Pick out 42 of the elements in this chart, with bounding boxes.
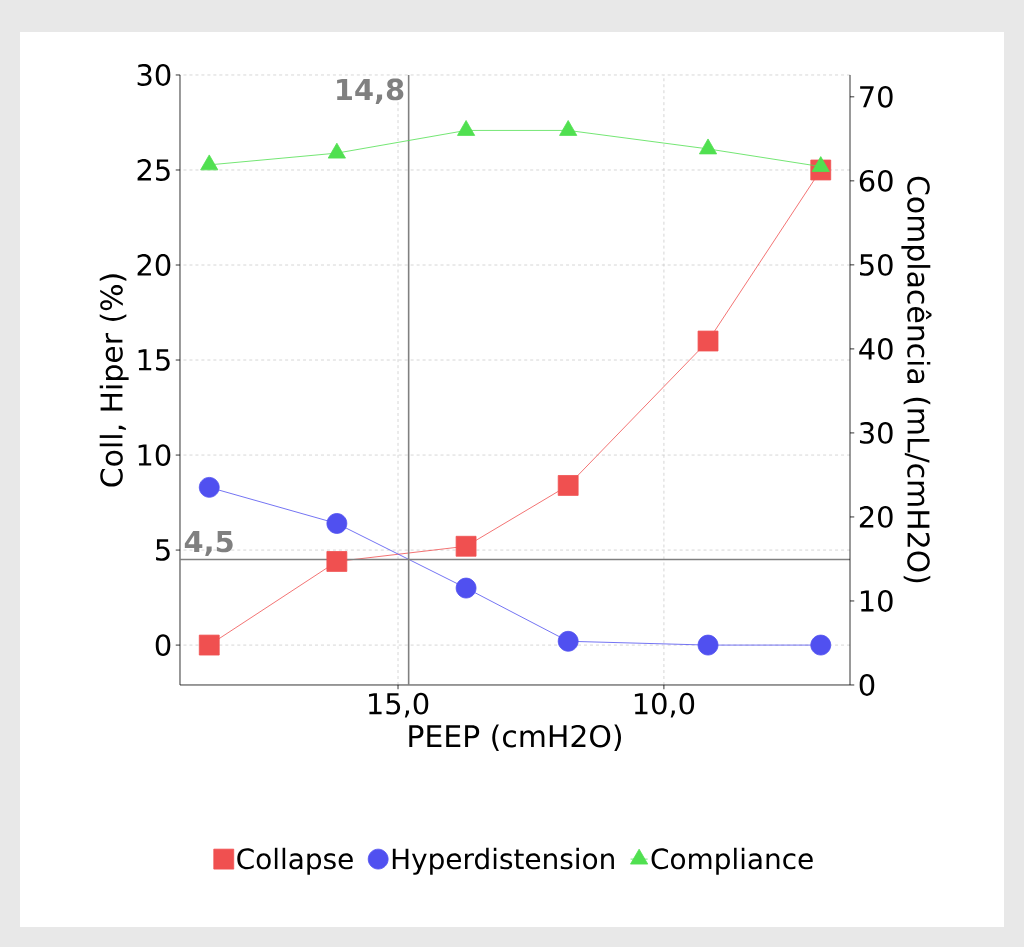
point (559, 120, 578, 136)
ref-line-label: 4,5 (184, 530, 233, 557)
y2-tick-label: 0 (859, 674, 875, 696)
point (557, 475, 579, 496)
point (697, 634, 719, 656)
y2-tick-label: 40 (859, 337, 893, 360)
y-tick-label: 0 (155, 634, 171, 656)
x-axis-title: PEEP (cmH2O) (409, 724, 621, 752)
y-tick-label: 30 (137, 64, 171, 86)
y2-tick-label: 50 (860, 253, 893, 276)
point (326, 513, 348, 534)
point (455, 577, 477, 599)
y2-tick-label: 10 (860, 590, 893, 612)
point (198, 476, 220, 498)
y-tick-label: 5 (156, 539, 170, 561)
point (198, 634, 220, 656)
point (810, 634, 832, 656)
y2-axis-title: Complacência (mL/cmH2O) (901, 176, 932, 583)
ref-line-label: 14,8 (337, 78, 404, 105)
y2-tick-label: 60 (859, 169, 893, 192)
legend-label: Collapse (237, 847, 353, 875)
y2-tick-label: 30 (859, 421, 893, 444)
x-tick-label: 15,0 (369, 692, 429, 718)
legend-label: Compliance (651, 847, 813, 875)
x-tick-label: 10,0 (634, 692, 695, 718)
point (697, 330, 719, 352)
y2-tick-label: 70 (860, 85, 893, 108)
y2-tick-label: 20 (859, 506, 893, 528)
point (200, 154, 219, 171)
y-tick-label: 15 (138, 349, 170, 371)
y-axis-title: Coll, Hiper (%) (99, 274, 129, 487)
y-tick-label: 20 (137, 254, 171, 276)
y-tick-label: 10 (138, 444, 171, 466)
point (699, 138, 718, 155)
point (811, 156, 830, 172)
point (327, 142, 346, 159)
point (326, 551, 348, 572)
point (457, 120, 476, 136)
point (455, 535, 477, 557)
y-tick-label: 25 (137, 159, 170, 181)
point (557, 630, 579, 652)
legend-label: Hyperdistension (392, 847, 614, 875)
